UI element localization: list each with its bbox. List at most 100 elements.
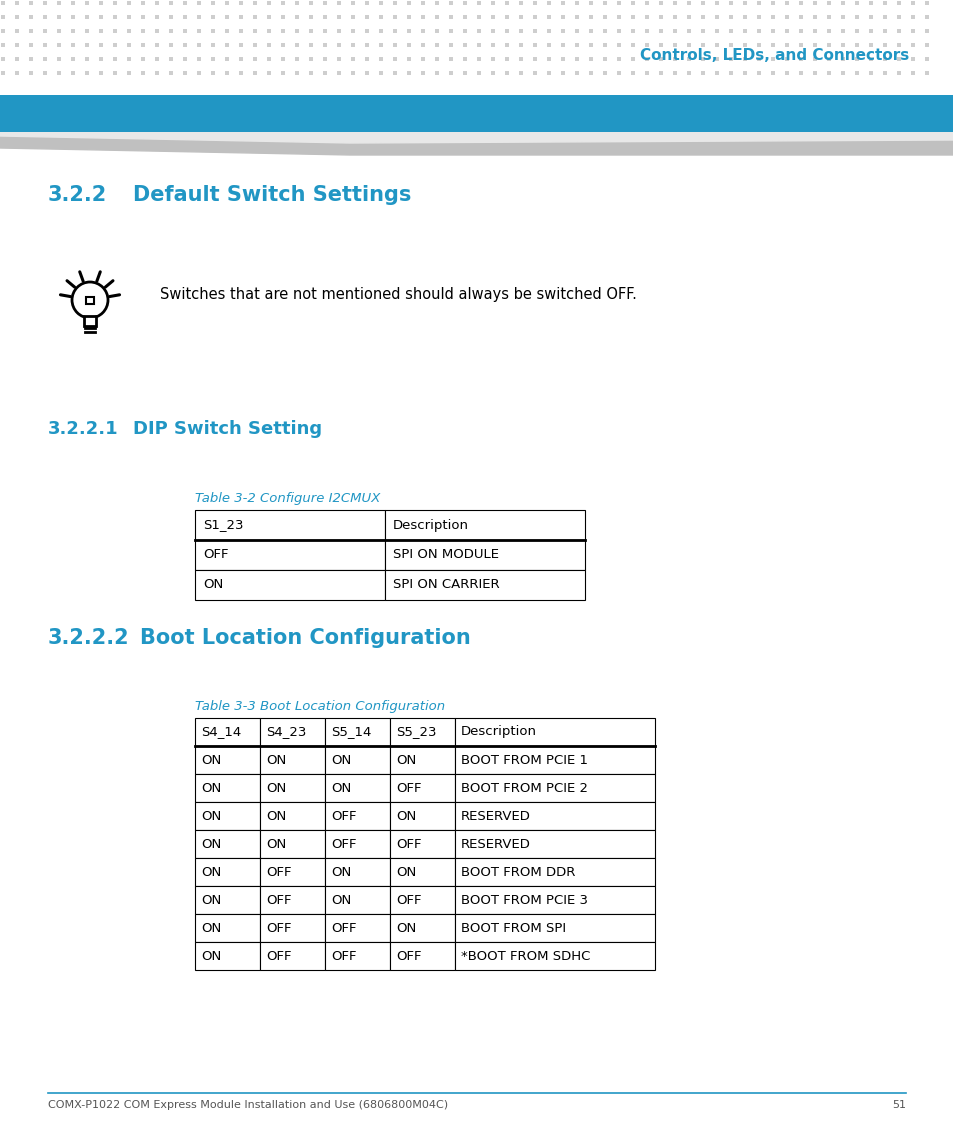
Point	[555, 8, 570, 26]
Point	[37, 35, 52, 54]
Point	[582, 22, 598, 40]
Text: RESERVED: RESERVED	[460, 810, 530, 822]
Point	[247, 0, 262, 13]
Point	[443, 0, 458, 13]
Text: OFF: OFF	[266, 949, 292, 963]
Point	[415, 64, 430, 82]
Bar	[260, 858, 325, 886]
Text: ON: ON	[331, 782, 351, 795]
Bar	[455, 914, 655, 942]
Point	[415, 22, 430, 40]
Point	[415, 8, 430, 26]
Point	[540, 22, 556, 40]
Point	[793, 0, 808, 13]
Point	[121, 64, 136, 82]
Point	[93, 50, 109, 69]
Text: ON: ON	[201, 753, 221, 766]
Point	[513, 50, 528, 69]
Point	[289, 22, 304, 40]
Point	[163, 8, 178, 26]
Point	[779, 50, 794, 69]
Point	[751, 50, 766, 69]
Point	[79, 8, 94, 26]
Point	[205, 22, 220, 40]
Text: SPI ON CARRIER: SPI ON CARRIER	[393, 578, 499, 592]
Point	[456, 50, 472, 69]
Text: OFF: OFF	[395, 949, 421, 963]
Point	[289, 8, 304, 26]
Point	[527, 0, 542, 13]
Point	[555, 22, 570, 40]
Point	[429, 0, 444, 13]
Point	[680, 35, 696, 54]
Point	[387, 35, 402, 54]
Point	[793, 35, 808, 54]
Point	[806, 0, 821, 13]
Point	[821, 64, 836, 82]
Point	[66, 8, 81, 26]
Point	[373, 35, 388, 54]
Bar	[194, 718, 260, 747]
Circle shape	[71, 282, 108, 318]
Bar	[325, 718, 390, 747]
Point	[862, 50, 878, 69]
Text: OFF: OFF	[395, 837, 421, 851]
Point	[163, 50, 178, 69]
Point	[737, 35, 752, 54]
Text: OFF: OFF	[266, 866, 292, 878]
Bar	[325, 858, 390, 886]
Point	[205, 35, 220, 54]
Bar	[260, 802, 325, 830]
Point	[66, 50, 81, 69]
Bar	[325, 942, 390, 970]
Point	[862, 64, 878, 82]
Point	[862, 35, 878, 54]
Point	[303, 22, 318, 40]
Bar	[390, 886, 455, 914]
Point	[709, 35, 724, 54]
Point	[23, 64, 38, 82]
Bar	[260, 914, 325, 942]
Point	[23, 35, 38, 54]
Point	[66, 22, 81, 40]
Point	[639, 8, 654, 26]
Bar	[194, 774, 260, 802]
Point	[890, 0, 905, 13]
Point	[806, 35, 821, 54]
Point	[611, 8, 626, 26]
Point	[275, 22, 291, 40]
Point	[387, 50, 402, 69]
Point	[135, 50, 151, 69]
Point	[233, 22, 249, 40]
Polygon shape	[0, 132, 953, 143]
Point	[555, 64, 570, 82]
Point	[373, 64, 388, 82]
Point	[345, 8, 360, 26]
Point	[456, 35, 472, 54]
Point	[540, 50, 556, 69]
Point	[192, 8, 207, 26]
Text: Table 3-3 Boot Location Configuration: Table 3-3 Boot Location Configuration	[194, 700, 445, 713]
Text: ON: ON	[201, 782, 221, 795]
Point	[359, 8, 375, 26]
Point	[331, 22, 346, 40]
Point	[443, 22, 458, 40]
Point	[569, 64, 584, 82]
Point	[205, 64, 220, 82]
Point	[163, 22, 178, 40]
Point	[429, 8, 444, 26]
Point	[471, 8, 486, 26]
Point	[0, 50, 10, 69]
Point	[93, 64, 109, 82]
Point	[387, 64, 402, 82]
Point	[345, 35, 360, 54]
Point	[247, 22, 262, 40]
Text: OFF: OFF	[331, 837, 356, 851]
Point	[835, 35, 850, 54]
Point	[51, 64, 67, 82]
Point	[821, 0, 836, 13]
Text: *BOOT FROM SDHC: *BOOT FROM SDHC	[460, 949, 590, 963]
Point	[709, 50, 724, 69]
Text: BOOT FROM DDR: BOOT FROM DDR	[460, 866, 575, 878]
Point	[625, 50, 640, 69]
